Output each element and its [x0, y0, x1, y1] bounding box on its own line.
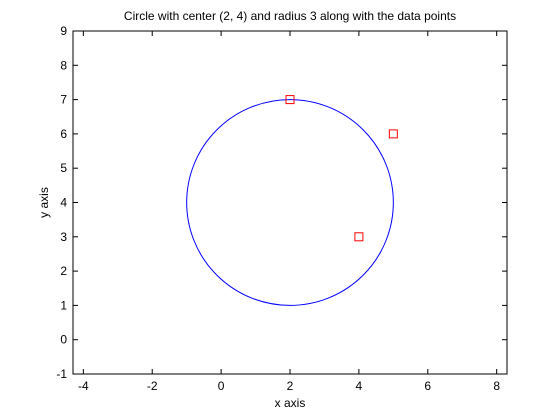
y-tick-label: 7 [60, 93, 67, 107]
y-axis-label: y axis [37, 187, 51, 218]
x-tick-label: -2 [147, 379, 158, 393]
plot-area: -4 -2 0 2 4 6 8 -1 0 1 2 3 4 5 6 7 8 9 [56, 24, 507, 393]
chart-title: Circle with center (2, 4) and radius 3 a… [124, 9, 456, 23]
x-tick-label: 6 [424, 379, 431, 393]
x-tick-label: -4 [78, 379, 89, 393]
x-tick-label: 8 [493, 379, 500, 393]
y-tick-label: 9 [60, 24, 67, 38]
y-tick-label: 5 [60, 161, 67, 175]
y-tick-label: 6 [60, 127, 67, 141]
axes-box [73, 31, 507, 374]
y-tick-label: 8 [60, 58, 67, 72]
x-tick-label: 2 [287, 379, 294, 393]
y-tick-label: 1 [60, 298, 67, 312]
y-tick-label: 0 [60, 333, 67, 347]
x-tick-label: 0 [218, 379, 225, 393]
y-tick-label: -1 [56, 367, 67, 381]
y-tick-label: 2 [60, 264, 67, 278]
x-axis-label: x axis [275, 396, 306, 410]
x-tick-label: 4 [356, 379, 363, 393]
y-tick-label: 3 [60, 230, 67, 244]
y-tick-label: 4 [60, 196, 67, 210]
